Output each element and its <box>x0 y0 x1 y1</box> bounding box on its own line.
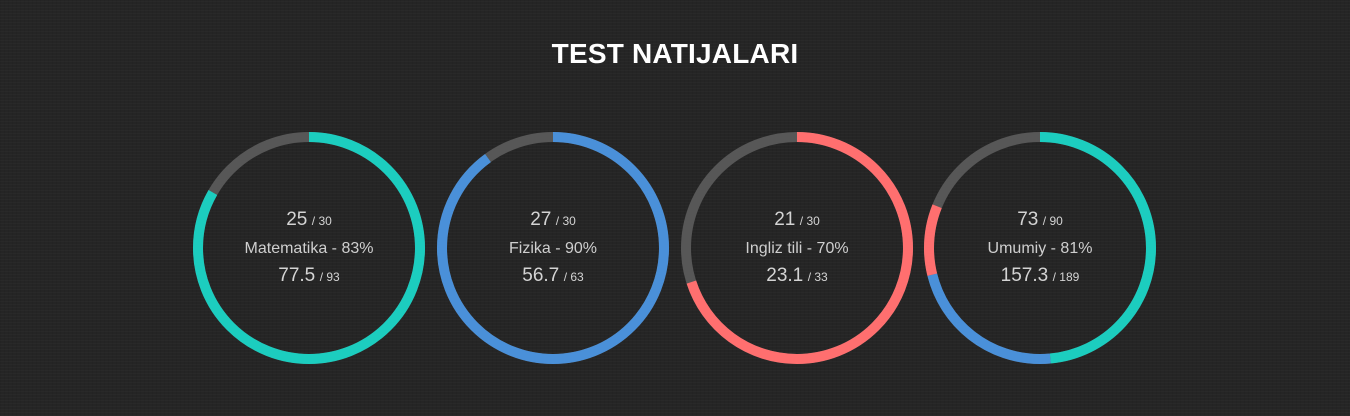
correct-count: 25 <box>286 208 308 230</box>
ring-center: 21 / 30 Ingliz tili - 70% 23.1 / 33 <box>680 131 914 365</box>
correct-count-line: 21 / 30 <box>774 206 820 235</box>
score-max: / 63 <box>563 269 584 284</box>
ring-segment-red <box>681 132 913 364</box>
score-max: / 33 <box>807 269 828 284</box>
correct-count: 73 <box>1017 208 1039 230</box>
correct-count: 27 <box>530 208 552 230</box>
progress-ring <box>193 132 425 364</box>
result-card-fizika: 27 / 30 Fizika - 90% 56.7 / 63 <box>436 131 670 365</box>
ring-segment-blue <box>924 132 1156 364</box>
subject-label: Ingliz tili - 70% <box>745 239 849 257</box>
score-value: 77.5 <box>278 264 316 286</box>
result-card-ingliz-tili: 21 / 30 Ingliz tili - 70% 23.1 / 33 <box>680 131 914 365</box>
correct-count-line: 27 / 30 <box>530 206 576 235</box>
question-total: / 30 <box>311 213 332 228</box>
progress-ring <box>924 132 1156 364</box>
progress-ring <box>437 132 669 364</box>
score-line: 56.7 / 63 <box>522 262 583 291</box>
subject-label: Umumiy - 81% <box>987 239 1093 257</box>
ring-center: 27 / 30 Fizika - 90% 56.7 / 63 <box>436 131 670 365</box>
ring-segment-red <box>924 132 1156 364</box>
question-total: / 30 <box>799 213 820 228</box>
result-card-matematika: 25 / 30 Matematika - 83% 77.5 / 93 <box>192 131 426 365</box>
progress-ring <box>681 132 913 364</box>
score-value: 157.3 <box>1000 264 1049 286</box>
score-max: / 189 <box>1052 269 1080 284</box>
page-title: TEST NATIJALARI <box>551 38 799 69</box>
result-card-umumiy: 73 / 90 Umumiy - 81% 157.3 / 189 <box>923 131 1157 365</box>
score-value: 56.7 <box>522 264 560 286</box>
correct-count-line: 73 / 90 <box>1017 206 1063 235</box>
ring-segment-blue <box>437 132 669 364</box>
score-line: 23.1 / 33 <box>766 262 827 291</box>
subject-label: Fizika - 90% <box>508 239 598 257</box>
question-total: / 90 <box>1042 213 1063 228</box>
correct-count-line: 25 / 30 <box>286 206 332 235</box>
score-line: 157.3 / 189 <box>1001 262 1080 291</box>
ring-segment-teal <box>193 132 425 364</box>
ring-segment-teal <box>924 132 1156 364</box>
subject-label: Matematika - 83% <box>244 239 374 257</box>
ring-center: 25 / 30 Matematika - 83% 77.5 / 93 <box>192 131 426 365</box>
score-line: 77.5 / 93 <box>278 262 339 291</box>
question-total: / 30 <box>555 213 576 228</box>
ring-center: 73 / 90 Umumiy - 81% 157.3 / 189 <box>923 131 1157 365</box>
score-value: 23.1 <box>766 264 804 286</box>
score-max: / 93 <box>319 269 340 284</box>
correct-count: 21 <box>774 208 796 230</box>
